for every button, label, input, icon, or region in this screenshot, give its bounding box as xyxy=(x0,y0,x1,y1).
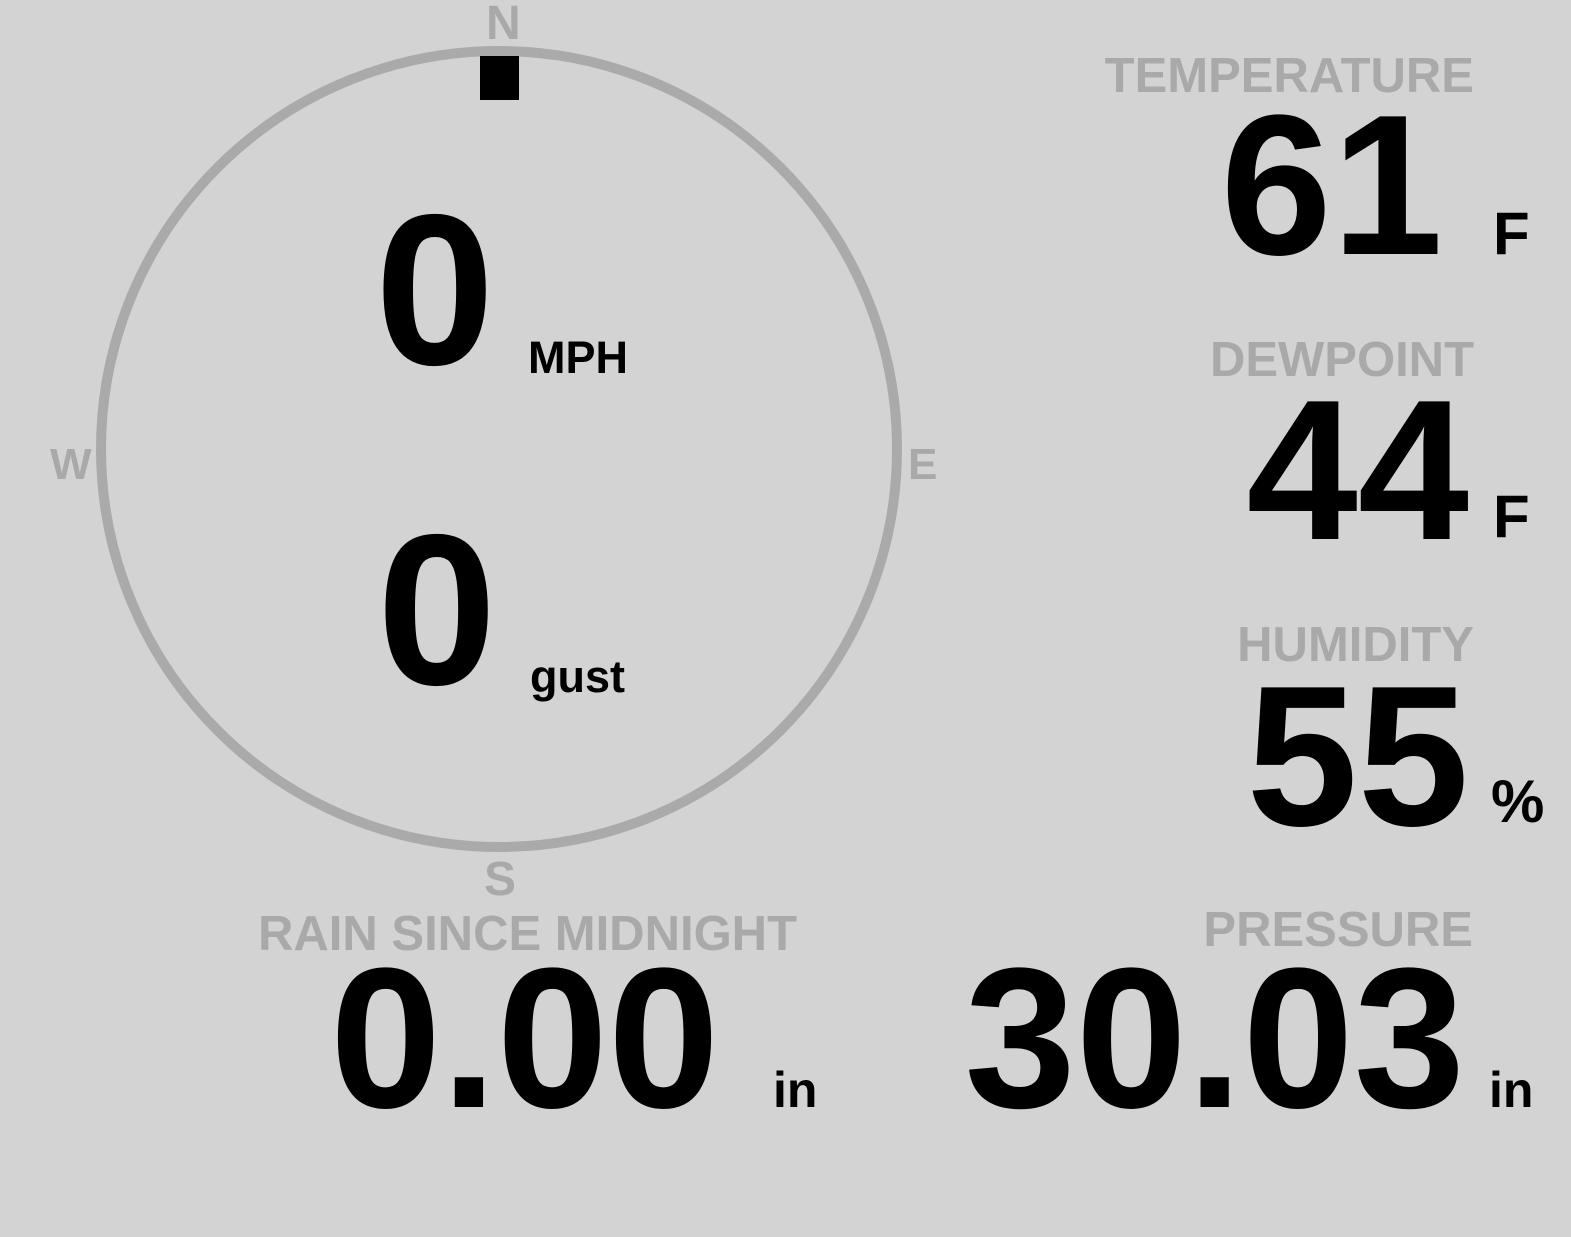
compass-north-label: N xyxy=(486,0,521,50)
pressure-value: 30.03 xyxy=(964,927,1466,1150)
compass-west-label: W xyxy=(50,440,92,489)
pressure-unit: in xyxy=(1489,1062,1534,1118)
rain-value: 0.00 xyxy=(330,927,720,1150)
wind-speed-unit: MPH xyxy=(528,332,628,383)
compass-south-label: S xyxy=(484,853,517,906)
temperature-value: 61 xyxy=(1220,74,1443,297)
wind-direction-marker xyxy=(480,56,519,100)
wind-gust-unit: gust xyxy=(530,651,625,702)
humidity-label: HUMIDITY xyxy=(1237,618,1474,672)
pressure-label: PRESSURE xyxy=(1203,903,1473,957)
compass-ring xyxy=(96,46,902,852)
humidity-unit: % xyxy=(1491,768,1545,835)
rain-label: RAIN SINCE MIDNIGHT xyxy=(258,907,797,961)
dewpoint-unit: F xyxy=(1493,483,1530,550)
temperature-unit: F xyxy=(1493,200,1530,267)
compass-east-label: E xyxy=(908,440,938,489)
dewpoint-label: DEWPOINT xyxy=(1209,333,1474,387)
humidity-value: 55 xyxy=(1246,645,1469,868)
temperature-label: TEMPERATURE xyxy=(1104,49,1474,103)
wind-compass xyxy=(96,46,902,852)
rain-unit: in xyxy=(773,1062,818,1118)
dewpoint-value: 44 xyxy=(1246,359,1469,582)
wind-speed-value: 0 xyxy=(375,169,495,410)
wind-gust-value: 0 xyxy=(377,489,497,730)
